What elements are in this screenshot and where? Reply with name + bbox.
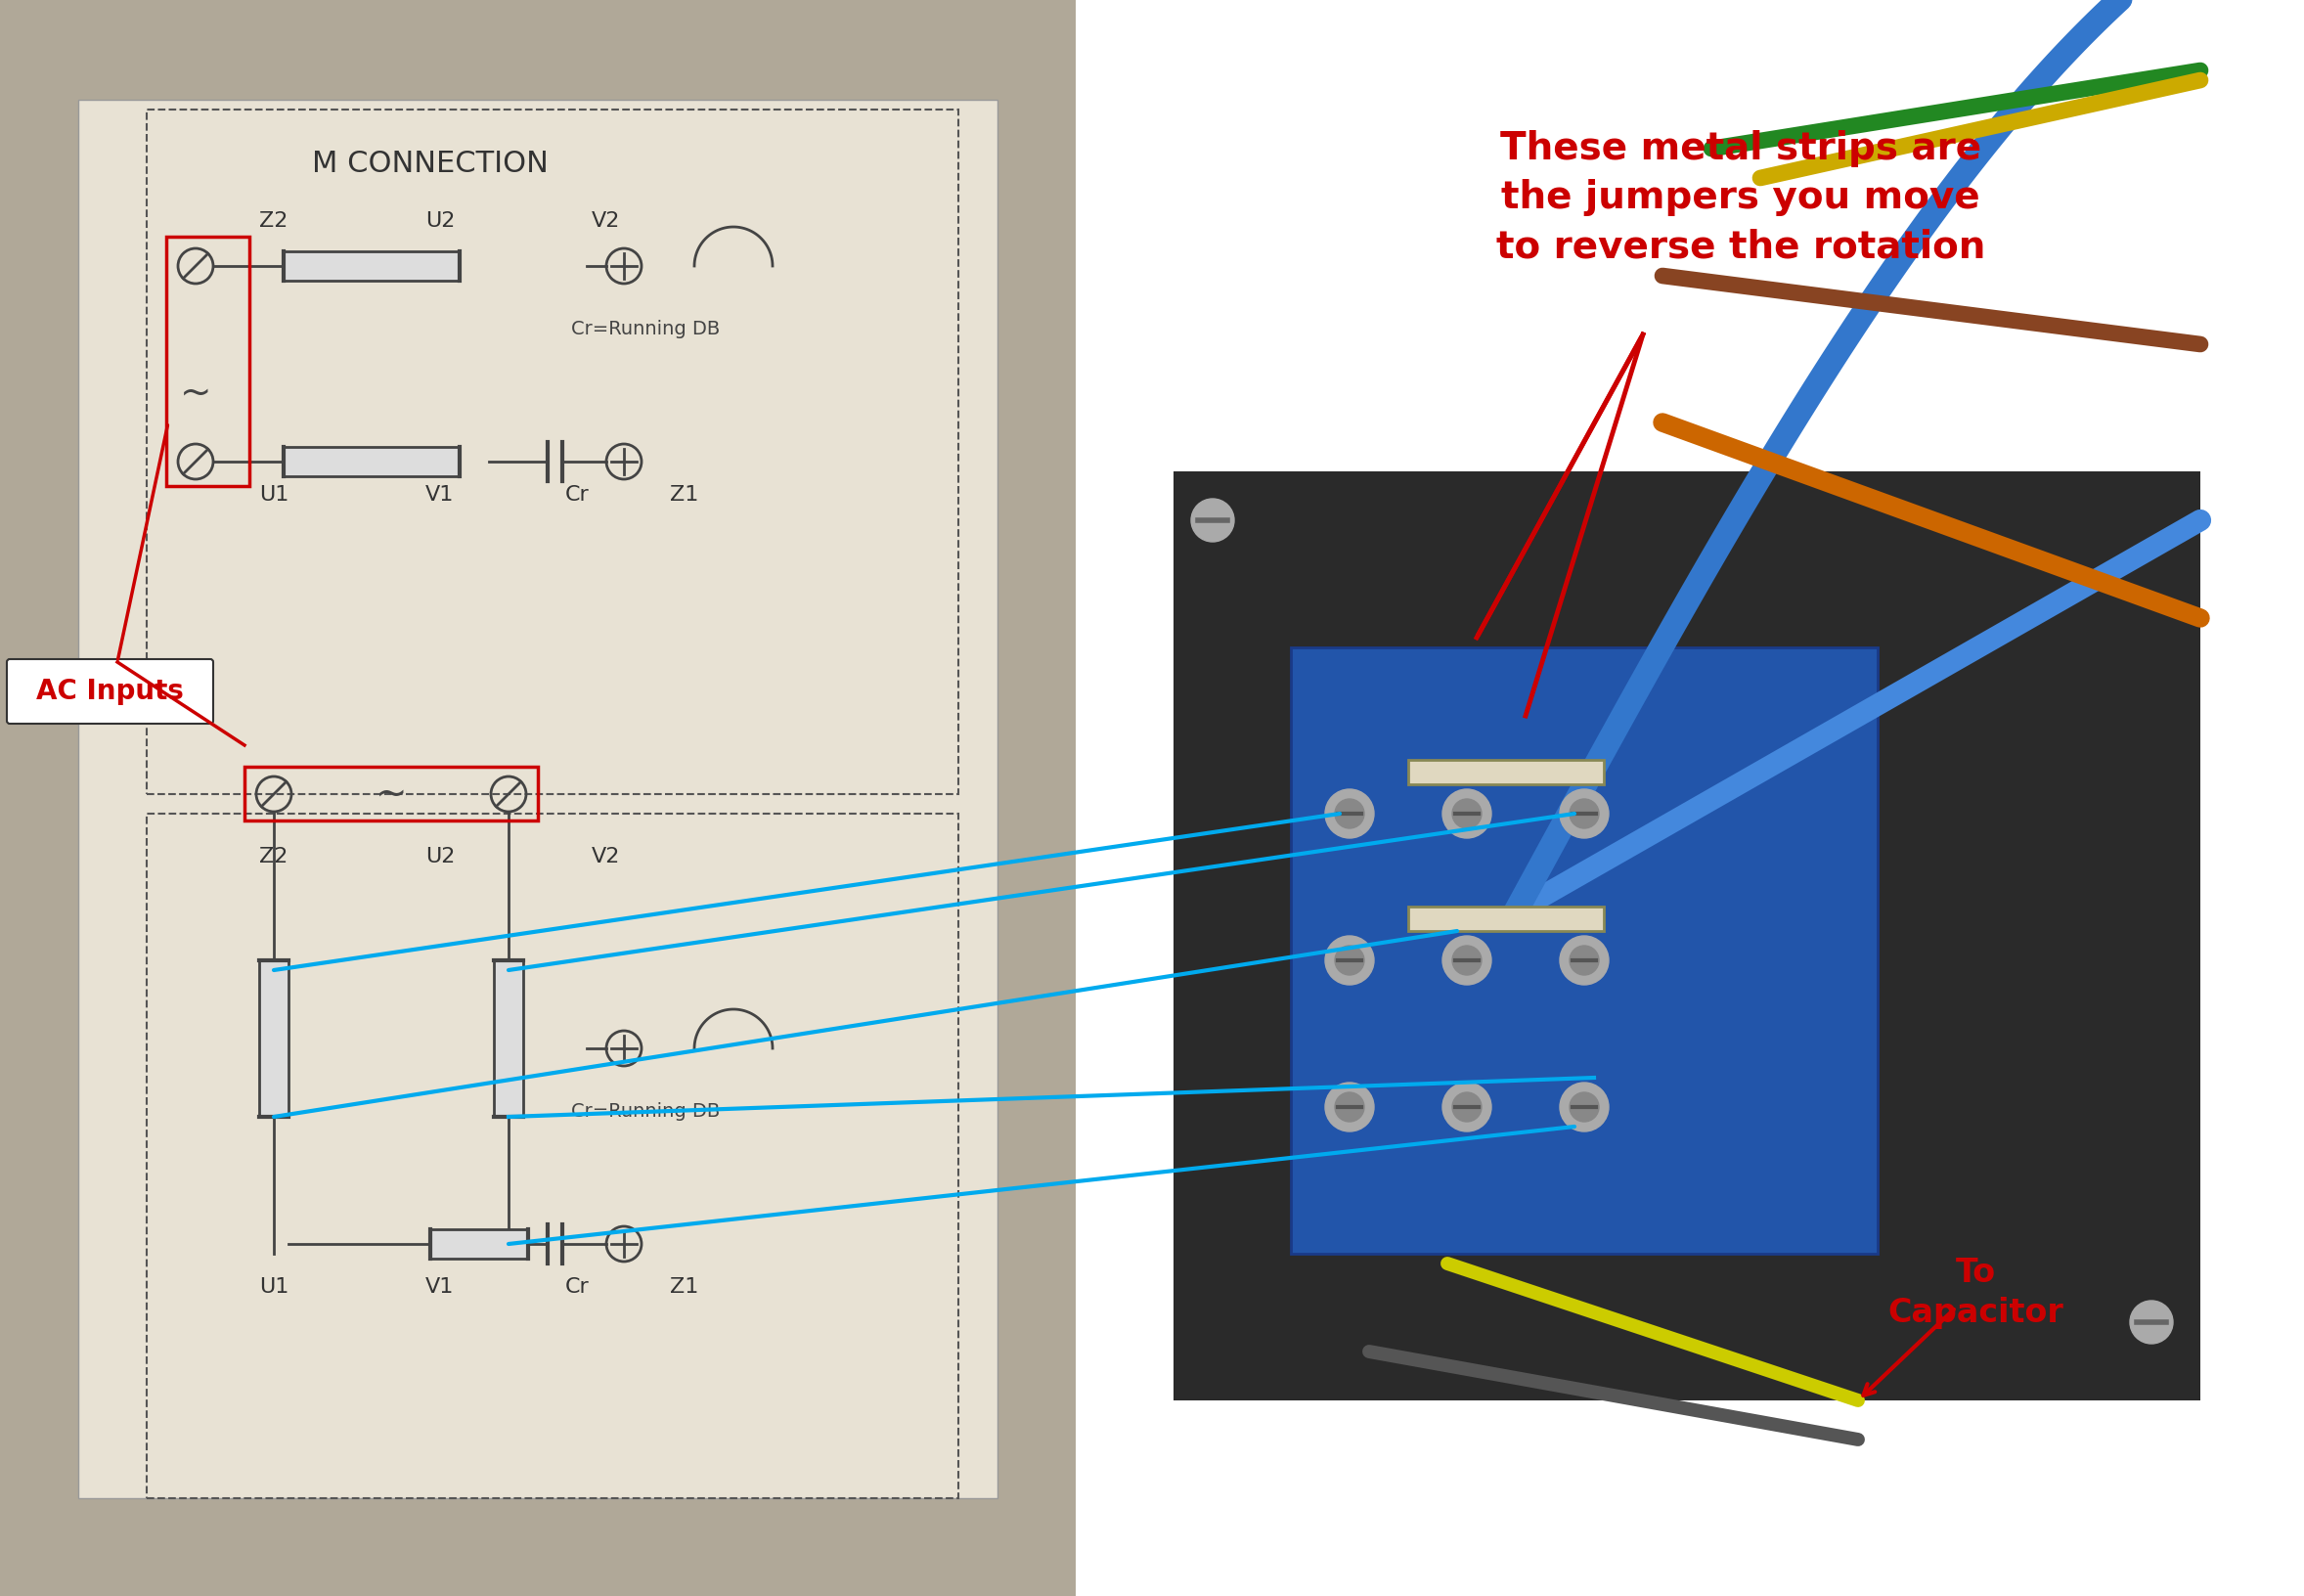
Bar	[1408, 907, 1604, 930]
Circle shape	[1334, 1092, 1364, 1122]
Bar	[0, 0, 1076, 1596]
Bar	[283, 251, 458, 281]
Text: Cr: Cr	[564, 485, 590, 504]
Circle shape	[1560, 788, 1608, 838]
Text: ~: ~	[180, 375, 212, 412]
Circle shape	[1442, 935, 1491, 985]
Circle shape	[1560, 935, 1608, 985]
Circle shape	[1452, 946, 1481, 975]
Text: V2: V2	[592, 211, 620, 231]
Bar	[166, 236, 249, 487]
Circle shape	[1560, 1082, 1608, 1132]
Bar	[493, 961, 523, 1117]
Circle shape	[1334, 800, 1364, 828]
Bar	[258, 961, 288, 1117]
Bar	[283, 447, 458, 476]
Text: Z2: Z2	[260, 211, 288, 231]
Text: V1: V1	[426, 485, 454, 504]
Text: Cr=Running DB: Cr=Running DB	[571, 319, 719, 338]
Bar	[1408, 760, 1604, 784]
Text: Z1: Z1	[670, 485, 698, 504]
Text: U1: U1	[258, 485, 288, 504]
Circle shape	[1325, 1082, 1373, 1132]
Circle shape	[1452, 1092, 1481, 1122]
Circle shape	[1325, 788, 1373, 838]
Bar	[147, 814, 958, 1499]
Text: AC Inputs: AC Inputs	[37, 678, 184, 705]
Bar	[78, 99, 998, 1499]
Text: U1: U1	[258, 1277, 288, 1296]
Bar	[244, 766, 537, 820]
Text: These metal strips are
the jumpers you move
to reverse the rotation: These metal strips are the jumpers you m…	[1495, 129, 1986, 265]
Circle shape	[1191, 498, 1235, 541]
Bar	[1076, 0, 2304, 1596]
Bar	[1290, 648, 1878, 1254]
Bar	[147, 110, 958, 795]
Text: V2: V2	[592, 847, 620, 867]
Circle shape	[1325, 935, 1373, 985]
Circle shape	[1569, 1092, 1599, 1122]
Bar	[1173, 471, 2200, 1400]
Text: V1: V1	[426, 1277, 454, 1296]
Text: Z2: Z2	[260, 847, 288, 867]
Circle shape	[1452, 800, 1481, 828]
Circle shape	[1334, 946, 1364, 975]
Text: U2: U2	[426, 847, 454, 867]
Circle shape	[2129, 1301, 2173, 1344]
Text: Cr=Running DB: Cr=Running DB	[571, 1103, 719, 1120]
Circle shape	[1442, 1082, 1491, 1132]
Circle shape	[1569, 946, 1599, 975]
Bar	[431, 1229, 528, 1259]
Text: ~: ~	[376, 776, 408, 812]
Text: Z1: Z1	[670, 1277, 698, 1296]
Text: Cr: Cr	[564, 1277, 590, 1296]
Text: M CONNECTION: M CONNECTION	[311, 148, 548, 177]
Circle shape	[1442, 788, 1491, 838]
Text: U2: U2	[426, 211, 454, 231]
Circle shape	[1569, 800, 1599, 828]
FancyBboxPatch shape	[7, 659, 214, 723]
Text: To
Capacitor: To Capacitor	[1887, 1256, 2064, 1329]
